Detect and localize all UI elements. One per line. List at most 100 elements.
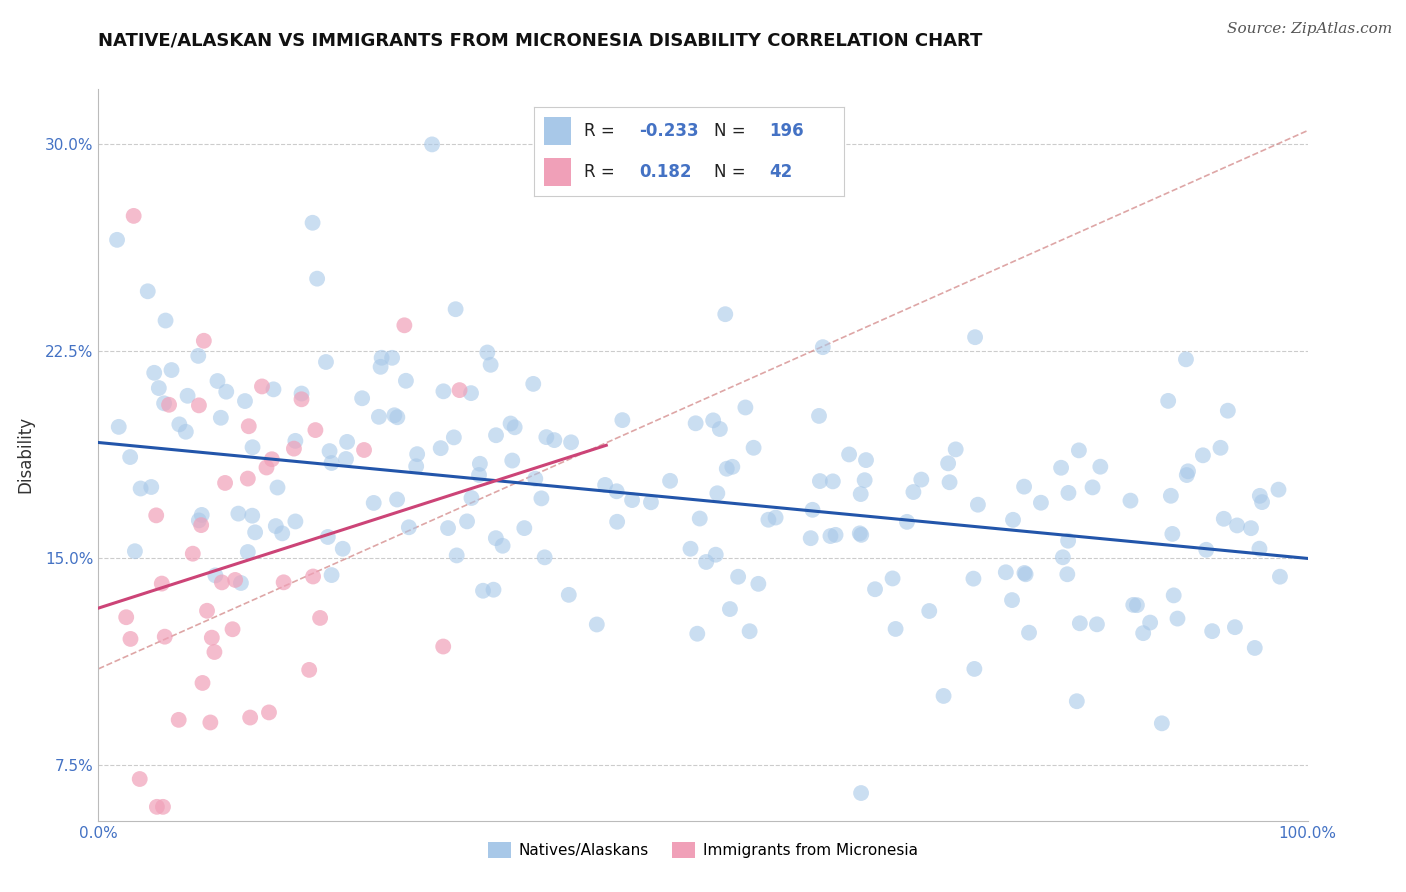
Natives/Alaskans: [406, 447, 429, 461]
Natives/Alaskans: [606, 484, 628, 499]
Immigrants from Micronesia: [193, 334, 215, 348]
Natives/Alaskans: [468, 457, 491, 471]
Natives/Alaskans: [491, 539, 513, 553]
Natives/Alaskans: [387, 410, 409, 425]
Natives/Alaskans: [124, 544, 146, 558]
Natives/Alaskans: [242, 440, 264, 454]
Natives/Alaskans: [1056, 567, 1078, 582]
Natives/Alaskans: [1126, 598, 1149, 612]
Natives/Alaskans: [896, 515, 918, 529]
Natives/Alaskans: [965, 330, 987, 344]
Immigrants from Micronesia: [256, 460, 278, 475]
Natives/Alaskans: [367, 409, 389, 424]
Immigrants from Micronesia: [238, 419, 260, 434]
Immigrants from Micronesia: [250, 379, 273, 393]
Natives/Alaskans: [316, 530, 339, 544]
Natives/Alaskans: [695, 555, 717, 569]
Natives/Alaskans: [243, 525, 266, 540]
Natives/Alaskans: [143, 366, 166, 380]
Natives/Alaskans: [821, 475, 844, 489]
Immigrants from Micronesia: [128, 772, 150, 786]
Immigrants from Micronesia: [195, 604, 218, 618]
Text: -0.233: -0.233: [640, 122, 699, 140]
Natives/Alaskans: [884, 622, 907, 636]
Immigrants from Micronesia: [181, 547, 204, 561]
Natives/Alaskans: [215, 384, 238, 399]
Natives/Alaskans: [332, 541, 354, 556]
Natives/Alaskans: [903, 485, 925, 500]
Natives/Alaskans: [1177, 464, 1199, 478]
Natives/Alaskans: [1014, 567, 1036, 582]
Natives/Alaskans: [1001, 593, 1024, 607]
Natives/Alaskans: [714, 307, 737, 321]
Immigrants from Micronesia: [187, 398, 209, 412]
Immigrants from Micronesia: [122, 209, 145, 223]
Natives/Alaskans: [290, 386, 312, 401]
Immigrants from Micronesia: [152, 800, 174, 814]
Natives/Alaskans: [1249, 489, 1271, 503]
Text: R =: R =: [583, 163, 614, 181]
Natives/Alaskans: [918, 604, 941, 618]
Natives/Alaskans: [187, 513, 209, 527]
Natives/Alaskans: [808, 474, 831, 488]
Text: 196: 196: [769, 122, 804, 140]
Natives/Alaskans: [1166, 611, 1188, 625]
Natives/Alaskans: [716, 461, 738, 475]
FancyBboxPatch shape: [544, 158, 571, 186]
Natives/Alaskans: [1012, 480, 1035, 494]
Natives/Alaskans: [370, 359, 392, 374]
Natives/Alaskans: [105, 233, 128, 247]
Natives/Alaskans: [485, 531, 508, 545]
Natives/Alaskans: [1057, 533, 1080, 548]
Natives/Alaskans: [1157, 393, 1180, 408]
Natives/Alaskans: [321, 568, 343, 582]
Natives/Alaskans: [685, 417, 707, 431]
Natives/Alaskans: [882, 571, 904, 585]
Natives/Alaskans: [321, 456, 343, 470]
Natives/Alaskans: [1267, 483, 1289, 497]
Immigrants from Micronesia: [201, 631, 224, 645]
Natives/Alaskans: [863, 582, 886, 597]
Natives/Alaskans: [456, 515, 478, 529]
Natives/Alaskans: [1240, 521, 1263, 535]
Immigrants from Micronesia: [120, 632, 142, 646]
Natives/Alaskans: [477, 345, 499, 359]
Natives/Alaskans: [1052, 550, 1074, 565]
Natives/Alaskans: [207, 374, 229, 388]
Immigrants from Micronesia: [146, 800, 169, 814]
Immigrants from Micronesia: [283, 442, 305, 456]
Natives/Alaskans: [1029, 496, 1052, 510]
Natives/Alaskans: [204, 568, 226, 582]
Natives/Alaskans: [1139, 615, 1161, 630]
Natives/Alaskans: [808, 409, 831, 423]
Text: N =: N =: [714, 122, 745, 140]
Natives/Alaskans: [1057, 486, 1080, 500]
Natives/Alaskans: [1161, 527, 1184, 541]
Natives/Alaskans: [107, 420, 129, 434]
Natives/Alaskans: [910, 473, 932, 487]
Immigrants from Micronesia: [150, 576, 173, 591]
Natives/Alaskans: [1160, 489, 1182, 503]
Natives/Alaskans: [263, 383, 285, 397]
Natives/Alaskans: [420, 137, 443, 152]
Natives/Alaskans: [384, 409, 406, 423]
Natives/Alaskans: [398, 520, 420, 534]
Natives/Alaskans: [1212, 512, 1234, 526]
Natives/Alaskans: [155, 313, 177, 327]
Immigrants from Micronesia: [211, 575, 233, 590]
Natives/Alaskans: [240, 508, 263, 523]
Natives/Alaskans: [855, 453, 877, 467]
Natives/Alaskans: [271, 526, 294, 541]
Natives/Alaskans: [1216, 403, 1239, 417]
Natives/Alaskans: [621, 493, 644, 508]
Natives/Alaskans: [536, 430, 558, 444]
Natives/Alaskans: [301, 216, 323, 230]
Immigrants from Micronesia: [304, 423, 326, 437]
Natives/Alaskans: [437, 521, 460, 535]
Natives/Alaskans: [533, 550, 555, 565]
Natives/Alaskans: [472, 583, 495, 598]
Natives/Alaskans: [1085, 617, 1108, 632]
Natives/Alaskans: [405, 459, 427, 474]
Immigrants from Micronesia: [190, 518, 212, 533]
Natives/Alaskans: [747, 577, 769, 591]
